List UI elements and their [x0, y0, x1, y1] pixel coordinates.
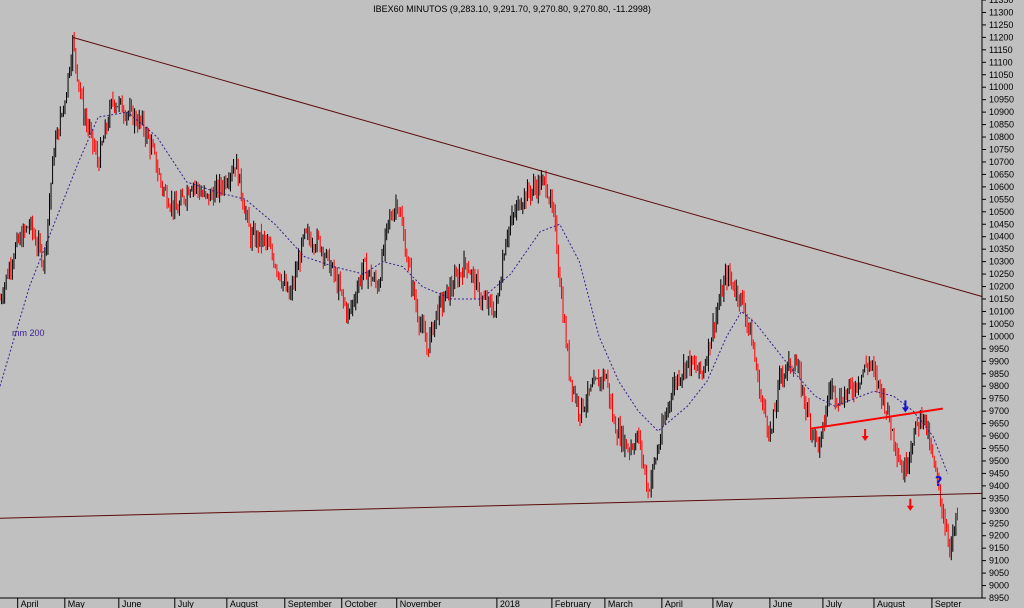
y-tick-label: 9200 [989, 531, 1009, 541]
y-tick-label: 9050 [989, 568, 1009, 578]
y-tick-label: 10000 [989, 331, 1014, 341]
candles [0, 32, 958, 561]
y-tick-label: 9950 [989, 344, 1009, 354]
y-tick-label: 9600 [989, 431, 1009, 441]
y-tick-label: 9900 [989, 356, 1009, 366]
y-tick-label: 10900 [989, 107, 1014, 117]
chart-title: IBEX60 MINUTOS (9,283.10, 9,291.70, 9,27… [373, 4, 651, 14]
y-tick-label: 9450 [989, 468, 1009, 478]
y-tick-label: 11100 [989, 57, 1013, 67]
y-tick-label: 10750 [989, 145, 1014, 155]
y-tick-label: 11350 [989, 0, 1013, 5]
y-tick-label: 10450 [989, 219, 1014, 229]
x-tick-label: September [288, 599, 332, 608]
ma-label: mm 200 [12, 328, 45, 338]
y-tick-label: 9700 [989, 406, 1009, 416]
y-tick-label: 10500 [989, 207, 1014, 217]
y-tick-label: 9850 [989, 369, 1009, 379]
arrow-head-icon [901, 407, 909, 413]
x-tick-label: July [178, 599, 195, 608]
y-tick-label: 10200 [989, 282, 1014, 292]
x-tick-label: May [716, 599, 734, 608]
y-tick-label: 10100 [989, 306, 1014, 316]
x-axis: April May June July August September October No… [0, 597, 982, 608]
y-tick-label: 9150 [989, 543, 1009, 553]
y-tick-label: 11200 [989, 32, 1013, 42]
x-tick-label: August [230, 599, 259, 608]
x-tick-label: April [21, 599, 39, 608]
trendlines [0, 36, 983, 519]
x-tick-label: June [773, 599, 793, 608]
y-tick-label: 8950 [989, 593, 1009, 603]
x-tick-label: 2018 [500, 599, 520, 608]
y-tick-label: 9000 [989, 581, 1009, 591]
y-tick-label: 9750 [989, 394, 1009, 404]
y-tick-label: 10250 [989, 269, 1014, 279]
y-tick-label: 10800 [989, 132, 1014, 142]
y-tick-label: 9300 [989, 506, 1009, 516]
y-tick-label: 11150 [989, 45, 1013, 55]
x-tick-label: Septer [935, 599, 962, 608]
y-tick-label: 10350 [989, 244, 1014, 254]
y-axis: 8950 9000 9050 9100 9150 9200 9250 9300 9350 9400… [981, 0, 1014, 603]
y-tick-label: 10400 [989, 232, 1014, 242]
y-tick-label: 10600 [989, 182, 1014, 192]
y-tick-label: 10300 [989, 257, 1014, 267]
y-tick-label: 9100 [989, 556, 1009, 566]
y-tick-label: 10550 [989, 194, 1014, 204]
y-tick-label: 11000 [989, 82, 1013, 92]
annotations: ? [861, 400, 943, 511]
trendline [810, 407, 943, 430]
y-tick-label: 9800 [989, 381, 1009, 391]
arrow-head-icon [861, 436, 869, 442]
x-tick-label: July [826, 599, 843, 608]
y-tick-label: 11250 [989, 20, 1013, 30]
x-tick-label: May [68, 599, 86, 608]
y-tick-label: 10700 [989, 157, 1014, 167]
y-tick-label: 10850 [989, 120, 1014, 130]
x-tick-label: October [345, 599, 377, 608]
x-tick-label: April [665, 599, 683, 608]
y-tick-label: 9400 [989, 481, 1009, 491]
y-tick-label: 9550 [989, 444, 1009, 454]
x-tick-label: March [608, 599, 633, 608]
y-tick-label: 10150 [989, 294, 1014, 304]
x-tick-label: June [122, 599, 142, 608]
y-tick-label: 9650 [989, 419, 1009, 429]
y-tick-label: 11050 [989, 70, 1013, 80]
y-tick-label: 9350 [989, 493, 1009, 503]
x-tick-label: August [877, 599, 906, 608]
y-tick-label: 9250 [989, 518, 1009, 528]
x-tick-label: February [555, 599, 592, 608]
y-tick-label: 10950 [989, 95, 1014, 105]
y-tick-label: 9500 [989, 456, 1009, 466]
annotation-text: ? [935, 475, 943, 490]
trendline [72, 36, 983, 297]
y-tick-label: 11300 [989, 7, 1013, 17]
y-tick-label: 10650 [989, 169, 1014, 179]
trendline [0, 492, 983, 519]
x-tick-label: November [400, 599, 442, 608]
arrow-head-icon [906, 505, 914, 511]
y-tick-label: 10050 [989, 319, 1014, 329]
